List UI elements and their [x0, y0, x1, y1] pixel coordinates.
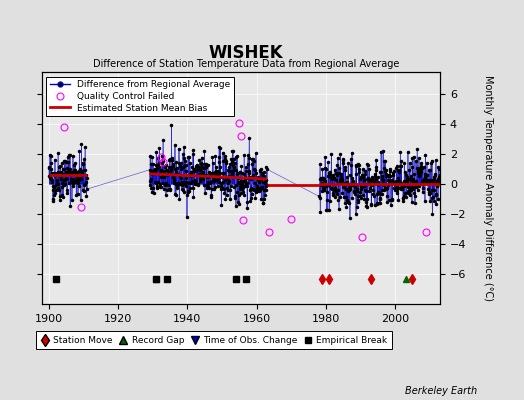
Text: Berkeley Earth: Berkeley Earth: [405, 386, 477, 396]
Text: WISHEK: WISHEK: [209, 44, 283, 62]
Legend: Difference from Regional Average, Quality Control Failed, Estimated Station Mean: Difference from Regional Average, Qualit…: [47, 76, 234, 116]
Legend: Station Move, Record Gap, Time of Obs. Change, Empirical Break: Station Move, Record Gap, Time of Obs. C…: [36, 332, 392, 350]
Text: Difference of Station Temperature Data from Regional Average: Difference of Station Temperature Data f…: [93, 59, 399, 69]
Y-axis label: Monthly Temperature Anomaly Difference (°C): Monthly Temperature Anomaly Difference (…: [483, 75, 493, 301]
